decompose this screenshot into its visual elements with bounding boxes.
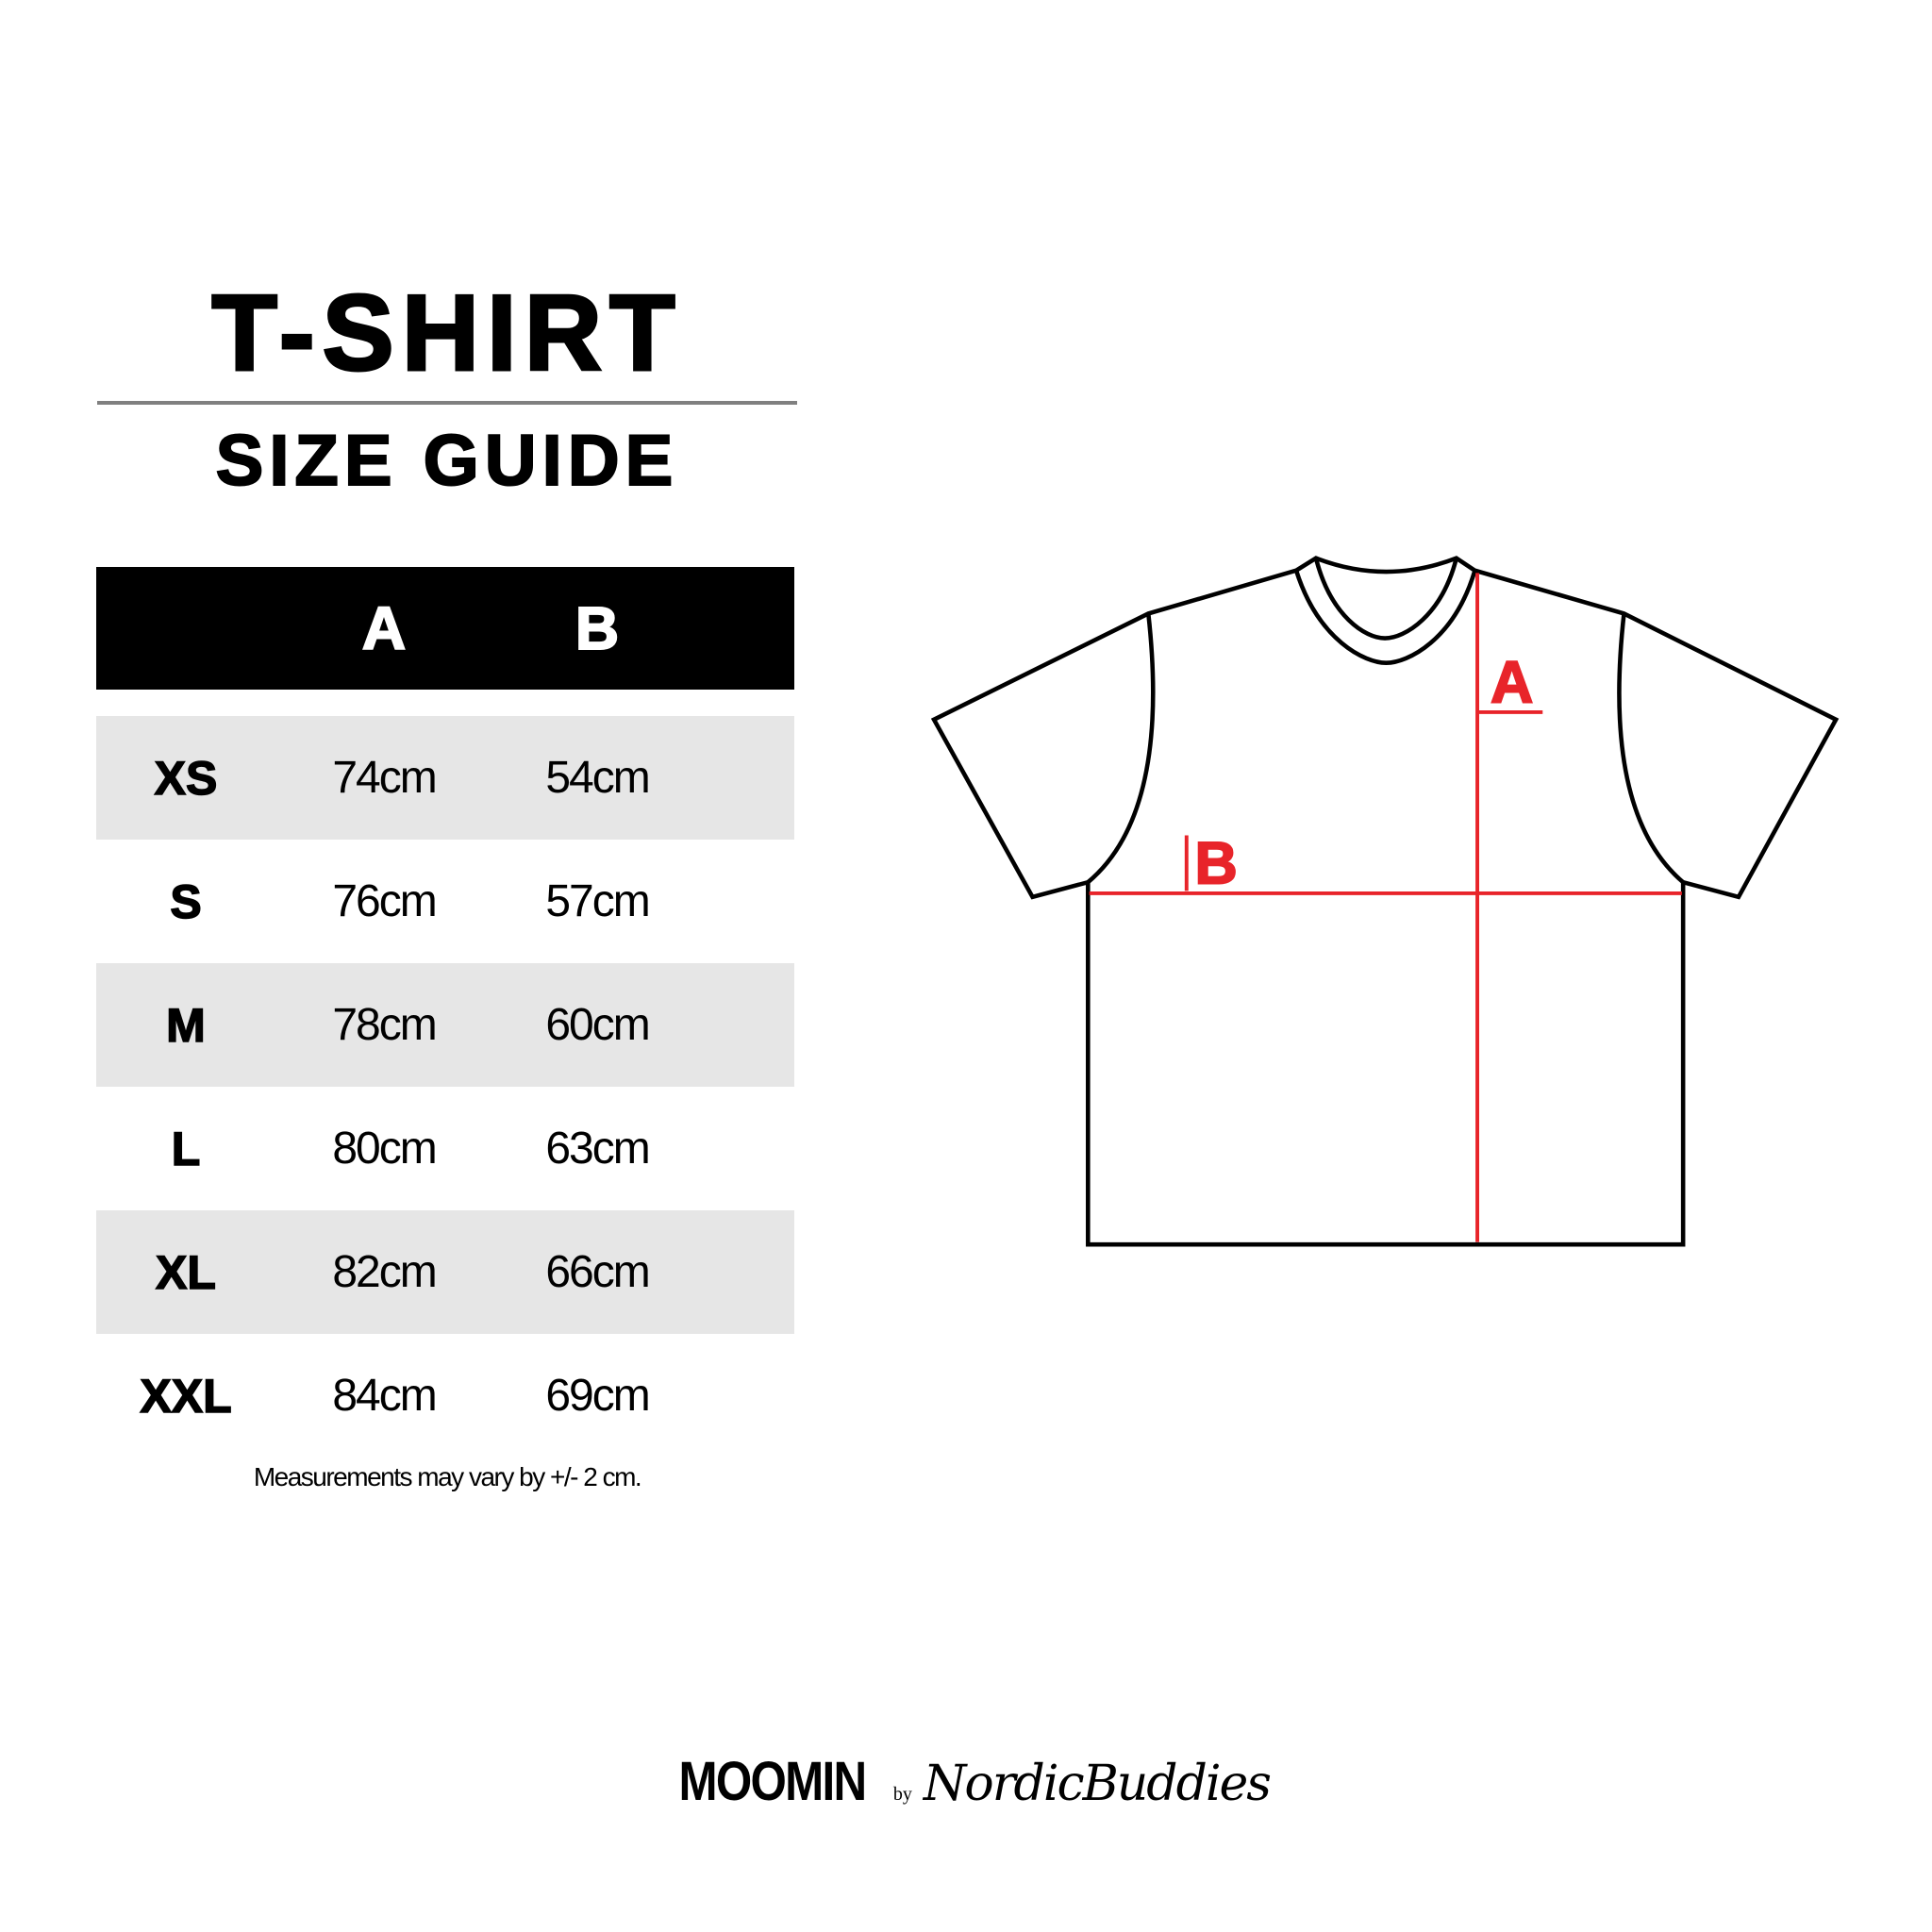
divider	[97, 401, 797, 405]
measurement-note: Measurements may vary by +/- 2 cm.	[253, 1462, 642, 1491]
column-header-b: B	[575, 593, 620, 663]
column-header-a: A	[361, 593, 407, 663]
table-row: XS 74cm 54cm	[96, 716, 794, 840]
page-subtitle: SIZE GUIDE	[215, 420, 679, 502]
measure-a: 82cm	[332, 1247, 437, 1297]
page-title: T-SHIRT	[210, 273, 683, 395]
logo-moomin: MOOMIN	[678, 1751, 867, 1812]
label-a: A	[1491, 649, 1533, 715]
measure-a: 78cm	[332, 1000, 437, 1050]
table-row: M 78cm 60cm	[96, 963, 794, 1087]
right-armhole	[1617, 613, 1685, 884]
logo-by: by	[892, 1784, 912, 1805]
size-label: M	[165, 998, 206, 1053]
measure-a: 80cm	[332, 1124, 437, 1174]
measure-b: 57cm	[545, 876, 650, 926]
table-row: L 80cm 63cm	[96, 1087, 794, 1210]
measure-b: 69cm	[545, 1371, 650, 1421]
measure-b: 54cm	[545, 753, 650, 803]
measure-b: 63cm	[545, 1124, 650, 1174]
measure-a: 76cm	[332, 876, 437, 926]
logo-nordicbuddies: NordicBuddies	[923, 1756, 1272, 1812]
label-b: B	[1195, 830, 1238, 896]
table-row: S 76cm 57cm	[96, 840, 794, 963]
size-label: XL	[155, 1245, 216, 1300]
table-header: A B	[96, 567, 794, 690]
tshirt-outline	[930, 556, 1840, 1247]
left-armhole	[1086, 613, 1156, 884]
measure-b: 66cm	[545, 1247, 650, 1297]
size-label: XXL	[140, 1369, 233, 1424]
table-row: XL 82cm 66cm	[96, 1210, 794, 1334]
collar-inner	[1313, 558, 1459, 641]
collar-outer	[1293, 570, 1477, 665]
table-row: XXL 84cm 69cm	[96, 1334, 794, 1457]
size-label: XS	[154, 751, 218, 806]
brand-logo: MOOMIN by NordicBuddies	[0, 1750, 1932, 1813]
measure-b: 60cm	[545, 1000, 650, 1050]
measure-a: 84cm	[332, 1371, 437, 1421]
measure-a: 74cm	[332, 753, 437, 803]
size-label: S	[170, 874, 203, 929]
size-label: L	[171, 1122, 201, 1176]
